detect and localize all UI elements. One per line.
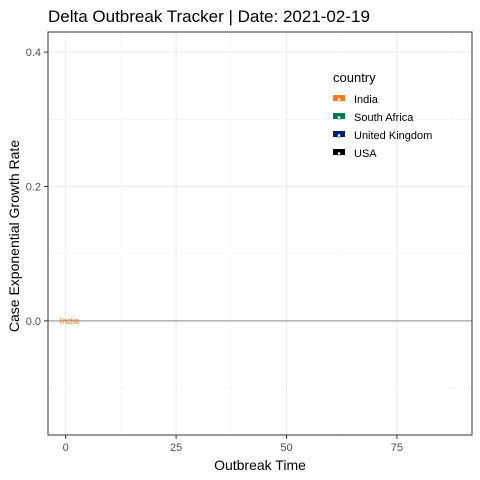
legend-label: United Kingdom [354, 130, 432, 142]
legend-label: South Africa [354, 112, 414, 124]
y-tick-label: 0.4 [26, 47, 41, 59]
y-tick-label: 0.2 [26, 181, 41, 193]
y-axis: 0.0 0.2 0.4 [26, 47, 48, 328]
x-tick-label: 25 [170, 442, 182, 454]
legend-entries: India South Africa United Kingdom USA [333, 94, 432, 160]
chart-title: Delta Outbreak Tracker | Date: 2021-02-1… [48, 7, 370, 26]
y-tick-label: 0.0 [26, 316, 41, 328]
legend-label: USA [354, 148, 377, 160]
plot-panel: India [47, 31, 473, 436]
x-axis-title: Outbreak Time [214, 457, 306, 473]
legend-key-point [337, 151, 341, 156]
legend-key-point [337, 115, 341, 120]
data-point [64, 319, 67, 322]
series-layer: India [60, 316, 80, 326]
legend-label: India [354, 94, 379, 106]
legend: country India South Africa United Kingdom U… [333, 70, 432, 160]
legend-title: country [333, 70, 376, 85]
legend-key-point [337, 97, 341, 102]
data-label: India [60, 316, 80, 326]
x-tick-label: 0 [63, 442, 69, 454]
legend-key-point [337, 133, 341, 138]
y-axis-title: Case Exponential Growth Rate [6, 140, 22, 332]
x-tick-label: 50 [280, 442, 292, 454]
x-tick-label: 75 [391, 442, 403, 454]
x-axis: 0 25 50 75 [63, 435, 403, 454]
panel-border [47, 31, 473, 436]
